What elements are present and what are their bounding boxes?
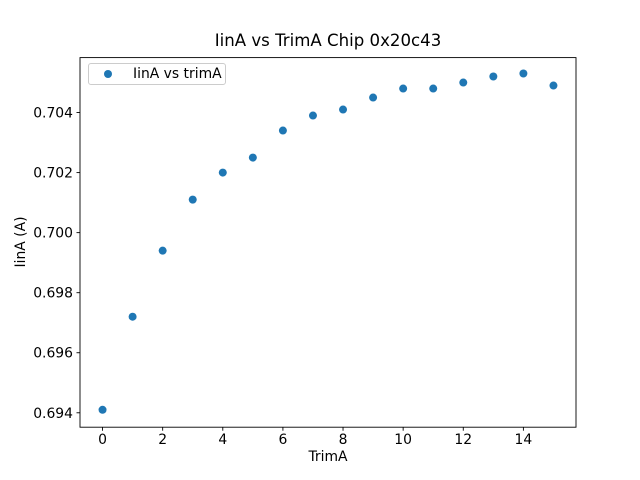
y-axis-label: IinA (A)	[13, 216, 29, 268]
y-tick-label: 0.694	[33, 406, 73, 422]
x-tick-label: 6	[278, 432, 287, 448]
x-tick-label: 8	[339, 432, 348, 448]
legend-label: IinA vs trimA	[133, 66, 222, 82]
y-tick-label: 0.700	[33, 226, 73, 242]
x-tick-label: 14	[515, 432, 533, 448]
data-point	[549, 81, 558, 90]
data-point	[429, 84, 438, 93]
data-point	[339, 105, 348, 114]
x-axis-label: TrimA	[308, 449, 348, 465]
y-tick-label: 0.698	[33, 286, 73, 302]
y-tick-label: 0.696	[33, 346, 73, 362]
y-tick-label: 0.702	[33, 166, 73, 182]
data-point	[489, 72, 498, 81]
data-point	[98, 405, 107, 414]
axes-frame	[79, 57, 577, 428]
chart-title: IinA vs TrimA Chip 0x20c43	[214, 31, 442, 50]
data-point	[248, 153, 257, 162]
data-point	[399, 84, 408, 93]
x-tick-label: 2	[158, 432, 167, 448]
data-point	[519, 69, 528, 78]
legend: IinA vs trimA	[88, 63, 226, 85]
x-tick-label: 12	[454, 432, 472, 448]
data-point	[278, 126, 287, 135]
x-tick-label: 4	[218, 432, 227, 448]
x-tick-label: 10	[394, 432, 412, 448]
data-point	[158, 246, 167, 255]
data-point	[369, 93, 378, 102]
data-point	[308, 111, 317, 120]
y-tick-label: 0.704	[33, 106, 73, 122]
data-point	[218, 168, 227, 177]
data-point	[459, 78, 468, 87]
scatter-marker-icon	[104, 70, 112, 78]
data-point	[188, 195, 197, 204]
data-point	[128, 312, 137, 321]
x-tick-label: 0	[98, 432, 107, 448]
